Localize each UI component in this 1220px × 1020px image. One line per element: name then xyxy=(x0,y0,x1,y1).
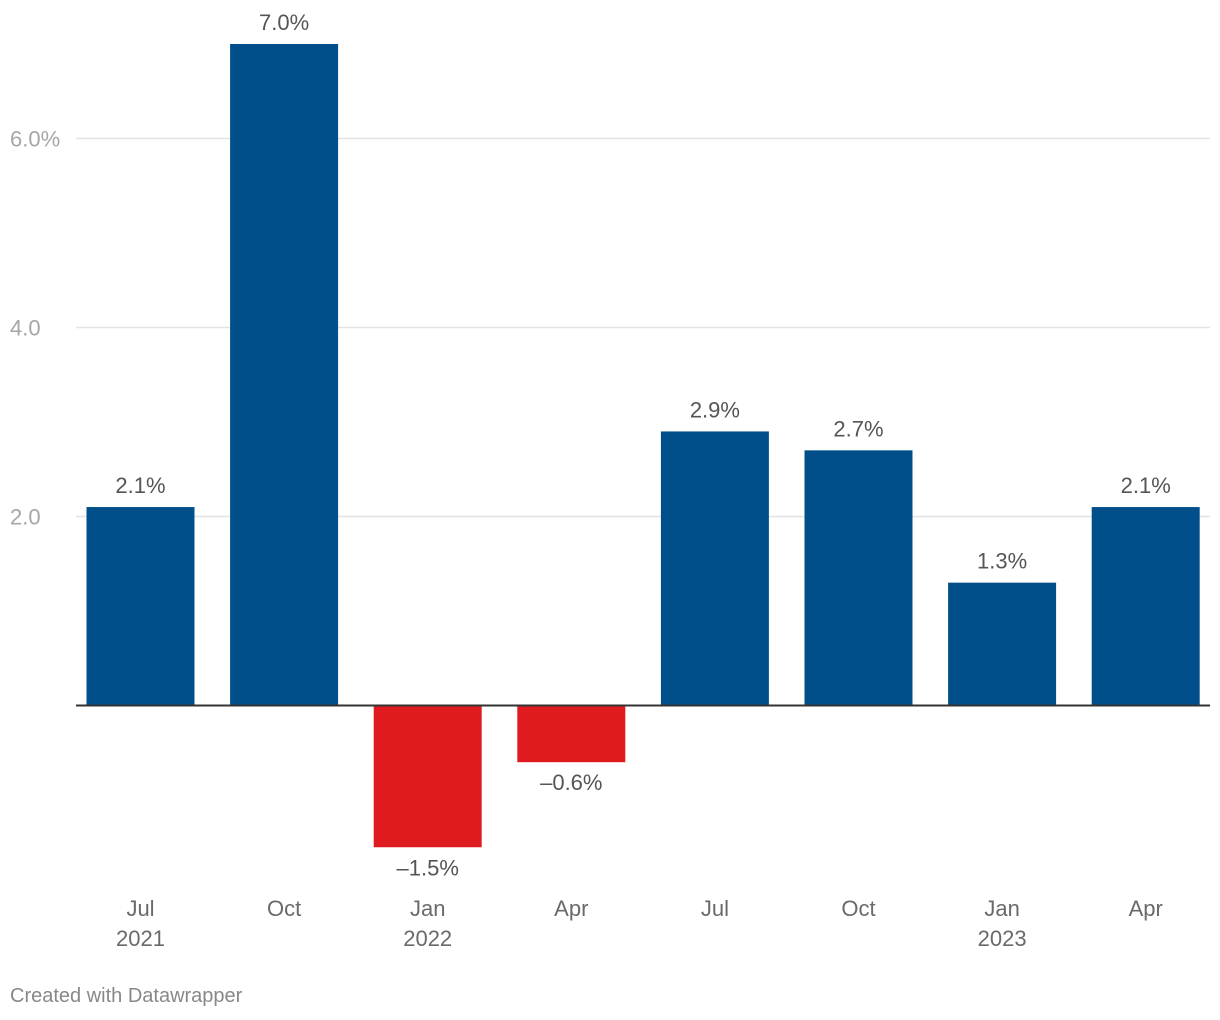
bar xyxy=(373,705,482,848)
data-label: –0.6% xyxy=(540,770,602,795)
bar xyxy=(230,44,339,706)
x-tick-label: Jul xyxy=(701,896,729,921)
bar xyxy=(804,450,913,706)
bar-chart: 2.0 4.0 6.0% 2.1% 7.0% –1.5% –0.6% 2.9% 2.7% 1.3… xyxy=(10,10,1210,951)
x-tick-label: Jan xyxy=(410,896,445,921)
data-label: 1.3% xyxy=(977,549,1027,574)
x-tick-label: Apr xyxy=(554,896,588,921)
x-tick-year-label: 2022 xyxy=(403,926,452,951)
x-tick-year-label: 2021 xyxy=(116,926,165,951)
x-tick-label: Oct xyxy=(267,896,301,921)
y-axis-ticks: 2.0 4.0 6.0% xyxy=(10,127,60,530)
x-tick-label: Oct xyxy=(841,896,875,921)
data-label: 2.1% xyxy=(1121,473,1171,498)
x-tick-label: Jan xyxy=(984,896,1019,921)
bar xyxy=(660,431,769,706)
data-label: 2.1% xyxy=(115,473,165,498)
bar xyxy=(948,582,1057,706)
y-tick-label: 2.0 xyxy=(10,505,41,530)
x-tick-label: Apr xyxy=(1129,896,1163,921)
bars xyxy=(86,44,1200,848)
x-tick-label: Jul xyxy=(126,896,154,921)
data-labels: 2.1% 7.0% –1.5% –0.6% 2.9% 2.7% 1.3% 2.1% xyxy=(115,10,1170,880)
y-tick-label: 4.0 xyxy=(10,316,41,341)
bar xyxy=(86,507,195,706)
data-label: 2.7% xyxy=(833,416,883,441)
x-tick-year-label: 2023 xyxy=(978,926,1027,951)
x-axis-ticks: Jul 2021 Oct Jan 2022 Apr Jul Oct Jan 2023 Apr xyxy=(116,896,1163,951)
data-label: –1.5% xyxy=(397,855,459,880)
data-label: 2.9% xyxy=(690,397,740,422)
footer-credit: Created with Datawrapper xyxy=(10,985,243,1007)
bar xyxy=(517,705,626,763)
data-label: 7.0% xyxy=(259,10,309,35)
y-tick-label: 6.0% xyxy=(10,127,60,152)
bar xyxy=(1091,507,1200,706)
